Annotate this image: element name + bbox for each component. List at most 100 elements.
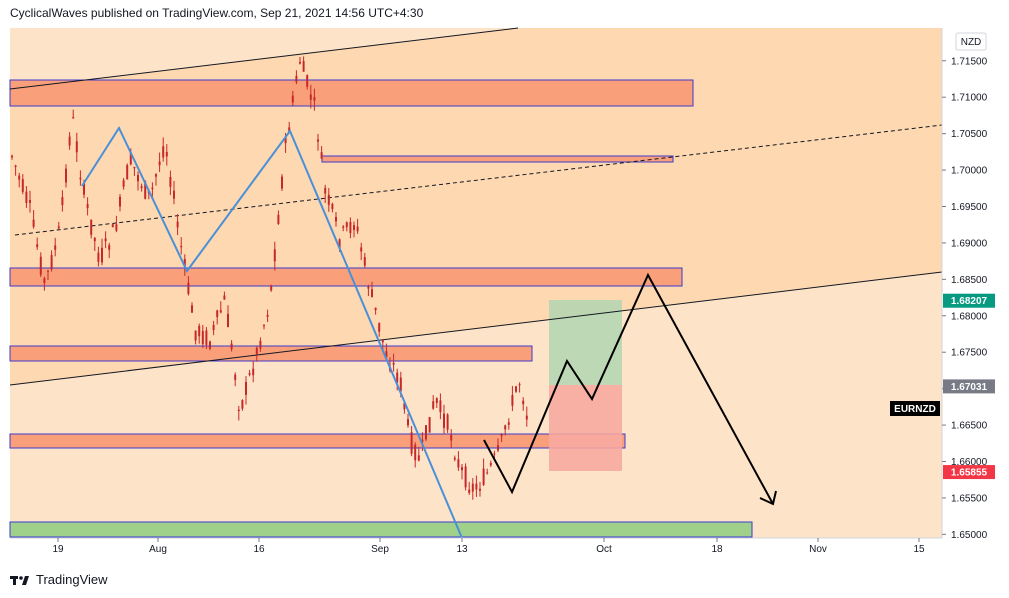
candle-body — [482, 468, 485, 485]
candle-body — [248, 373, 251, 375]
time-tick-label: Aug — [149, 544, 167, 555]
candle-body — [428, 417, 431, 433]
candle-body — [75, 141, 78, 153]
candle-body — [54, 245, 57, 250]
candle-body — [241, 400, 244, 409]
candle-body — [68, 136, 71, 146]
candle-body — [320, 152, 323, 159]
currency-badge[interactable] — [955, 32, 987, 51]
price-tick-label: 1.71000 — [951, 93, 988, 104]
candle-body — [187, 282, 190, 294]
candle-body — [129, 152, 132, 165]
candle-body — [399, 377, 402, 392]
candle-body — [97, 252, 100, 262]
candle-body — [83, 182, 85, 195]
candle-body — [291, 95, 294, 103]
candle-body — [25, 191, 28, 203]
candle-body — [158, 161, 161, 166]
price-label-badge — [943, 465, 995, 480]
time-tick-label: 16 — [253, 544, 265, 555]
elliott-wave-line — [81, 125, 463, 539]
candle-body — [306, 75, 309, 87]
candle-body — [61, 197, 64, 206]
candle-body — [21, 179, 24, 192]
candle-body — [342, 226, 345, 228]
candle-body — [126, 165, 129, 180]
candle-body — [237, 409, 240, 412]
candle-body — [367, 286, 370, 289]
candle-body — [525, 415, 528, 420]
candle-body — [216, 310, 219, 318]
candle-body — [273, 249, 276, 262]
candle-body — [111, 224, 114, 228]
candles — [11, 56, 528, 500]
candle-body — [183, 258, 186, 266]
candle-body — [43, 278, 46, 284]
candle-body — [313, 97, 316, 101]
candle-body — [489, 462, 492, 466]
candle-body — [101, 247, 103, 263]
stop-loss-box — [549, 385, 622, 471]
candle-body — [122, 180, 125, 187]
candle-body — [435, 398, 438, 404]
candle-body — [392, 362, 395, 365]
candle-body — [471, 483, 474, 492]
price-tick-label: 1.66000 — [951, 457, 988, 468]
price-tick-label: 1.70500 — [951, 129, 988, 140]
candle-body — [450, 434, 453, 441]
candle-body — [461, 467, 463, 471]
candle-body — [212, 324, 215, 331]
candle-body — [90, 219, 93, 235]
time-tick-label: Nov — [809, 544, 827, 555]
candle-body — [363, 257, 366, 266]
candle-body — [151, 187, 154, 190]
candle-body — [133, 166, 136, 169]
candle-body — [119, 196, 121, 207]
candle-body — [281, 176, 283, 189]
candle-body — [227, 313, 229, 328]
candle-body — [349, 222, 352, 234]
tradingview-logo[interactable]: TradingView — [10, 572, 108, 587]
candle-body — [57, 226, 60, 229]
candle-body — [144, 181, 147, 199]
candle-body — [443, 413, 445, 428]
candle-body — [29, 200, 31, 203]
candle-body — [209, 341, 211, 349]
support-zone-bottom — [9, 521, 753, 538]
candle-body — [407, 418, 409, 426]
candle-body — [86, 204, 89, 209]
candle-body — [446, 414, 449, 430]
candle-body — [507, 422, 510, 425]
candle-body — [504, 425, 507, 430]
candle-body — [371, 289, 373, 297]
candle-body — [403, 402, 406, 410]
tradingview-brand: TradingView — [36, 572, 108, 587]
candle-body — [104, 238, 107, 242]
tradingview-logo-icon — [10, 575, 29, 585]
candle-body — [356, 226, 359, 232]
candle-body — [245, 381, 247, 395]
price-label-text: 1.67031 — [951, 382, 988, 393]
price-tick-label: 1.67500 — [951, 348, 988, 359]
candle-body — [255, 347, 258, 355]
time-axis-ticks: 19 Aug 16 Sep 13 Oct 18 Nov 15 — [52, 538, 925, 555]
candle-body — [93, 237, 96, 242]
candle-body — [169, 176, 172, 187]
time-tick-label: 13 — [456, 544, 468, 555]
candle-body — [72, 117, 75, 119]
candle-body — [223, 295, 226, 300]
candle-body — [155, 174, 157, 177]
candle-body — [439, 400, 442, 413]
candle-body — [493, 453, 496, 455]
channel-lower-line — [9, 271, 943, 386]
candle-body — [338, 239, 341, 249]
time-tick-label: 19 — [52, 544, 64, 555]
candle-body — [191, 305, 193, 313]
candle-body — [511, 395, 514, 406]
candle-body — [475, 483, 478, 490]
time-tick-label: 15 — [913, 544, 925, 555]
candle-body — [421, 439, 424, 443]
price-tick-label: 1.66500 — [951, 421, 988, 432]
candle-body — [230, 343, 233, 350]
